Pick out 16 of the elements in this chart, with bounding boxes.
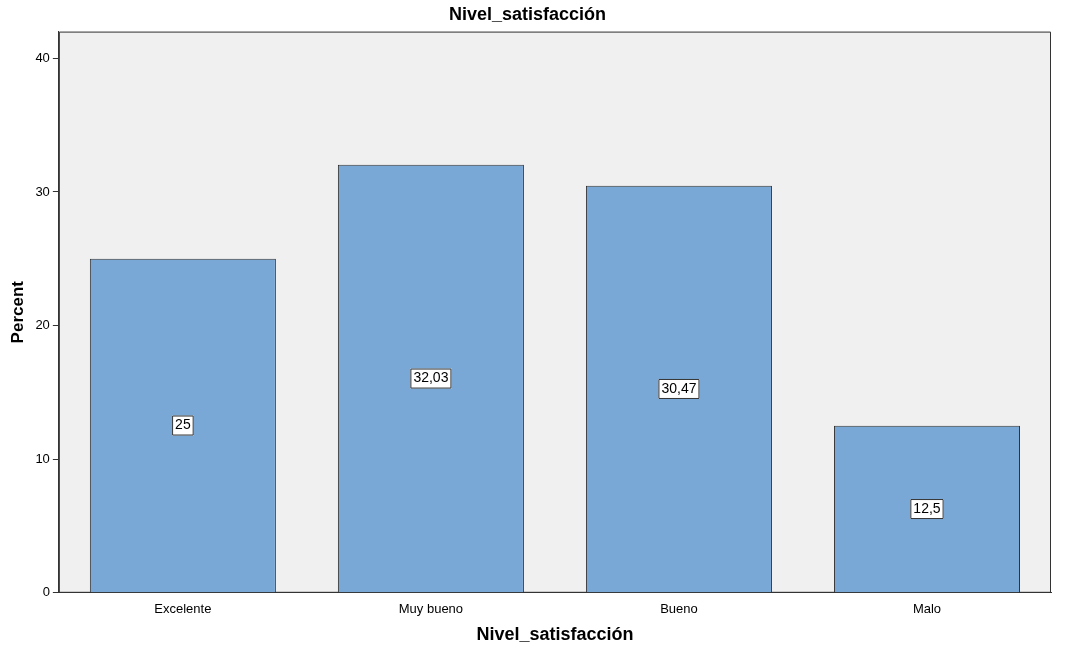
chart-title: Nivel_satisfacción [448, 3, 607, 24]
y-tick-label: 20 [35, 317, 50, 333]
data-label: 12,5 [913, 499, 941, 516]
y-tick-label: 0 [42, 584, 50, 600]
x-tick-label: Bueno [660, 601, 698, 617]
y-tick-label: 30 [35, 183, 50, 199]
data-label: 30,47 [661, 379, 697, 396]
y-axis-title: Percent [7, 280, 27, 344]
x-tick-label: Excelente [154, 601, 212, 617]
y-tick-label: 10 [35, 450, 50, 466]
x-axis-title: Nivel_satisfacción [476, 624, 634, 645]
x-tick-label: Muy bueno [398, 601, 464, 617]
y-tick-label: 40 [35, 49, 50, 65]
data-label: 32,03 [413, 369, 449, 386]
x-tick-label: Malo [912, 601, 942, 617]
data-label: 25 [175, 416, 191, 433]
